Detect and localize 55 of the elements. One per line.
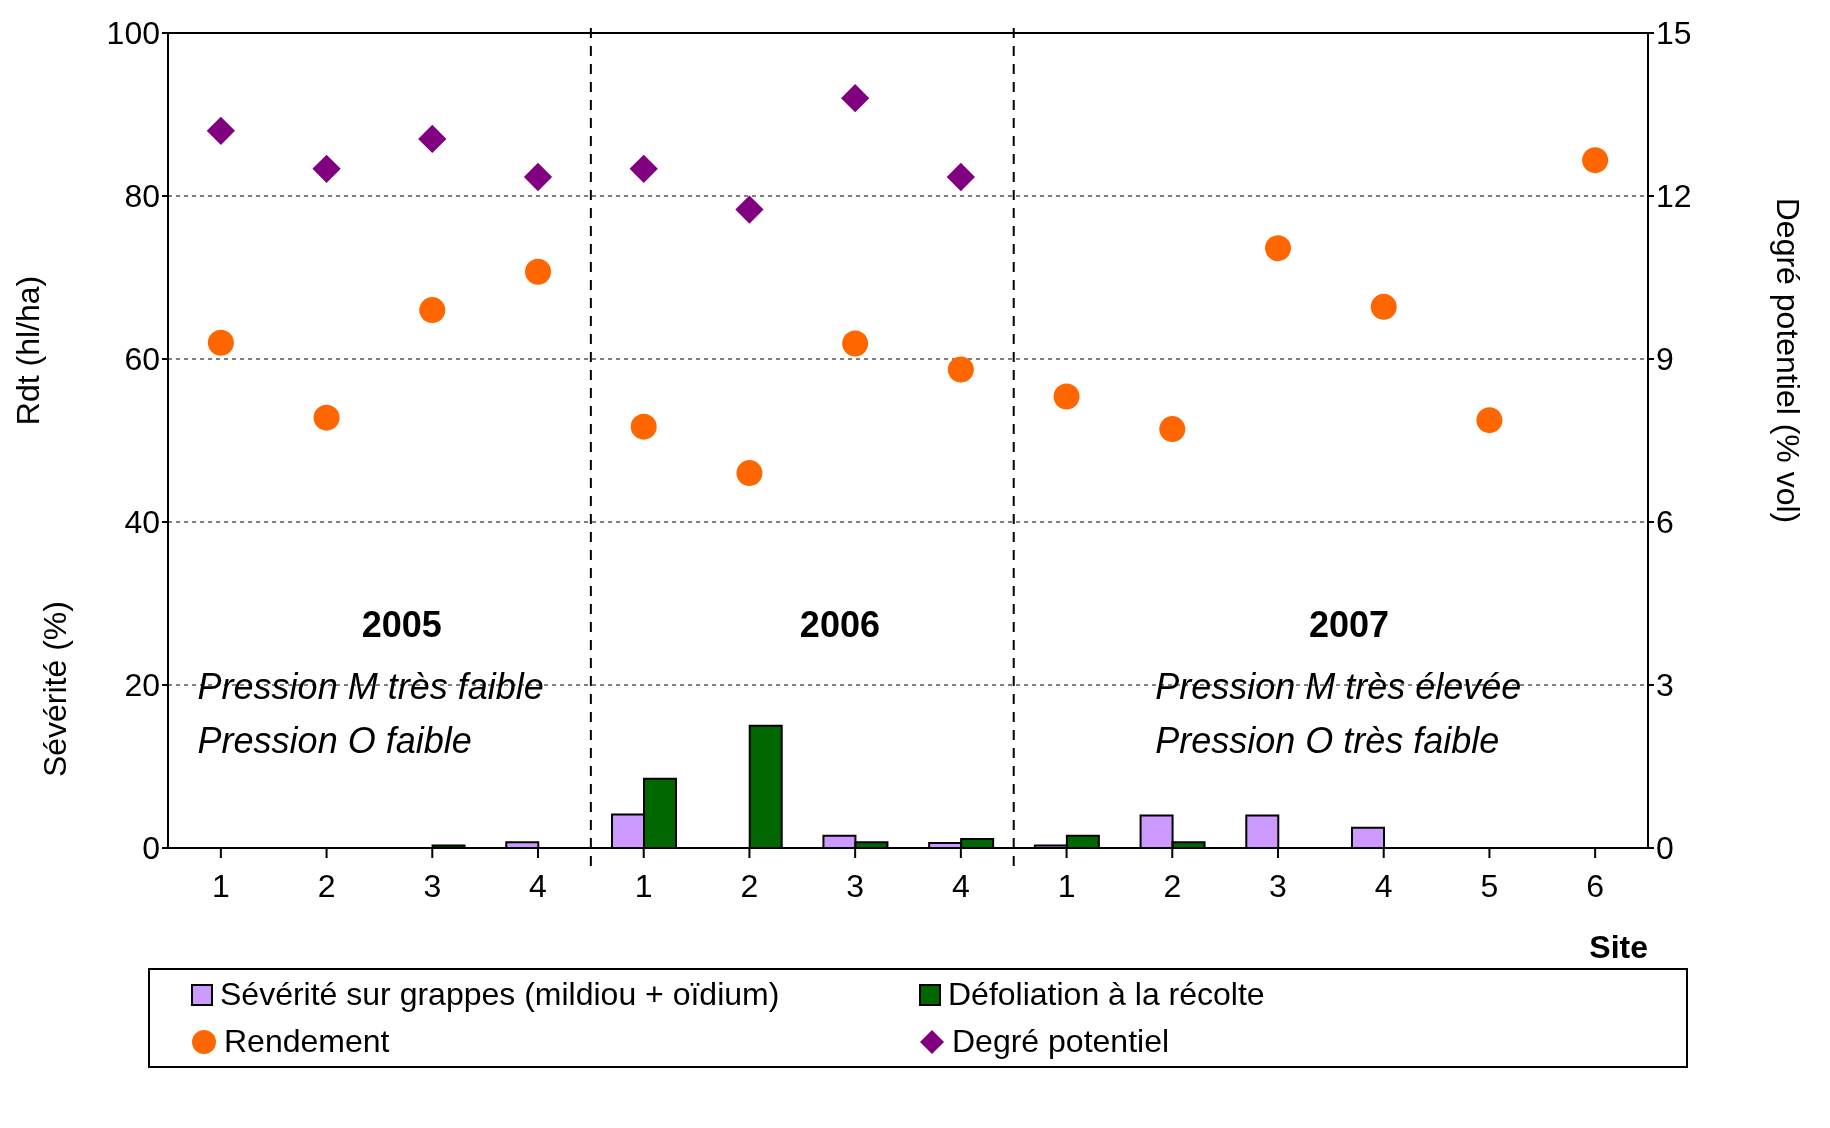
annotation: 2006 [799,604,880,646]
point [736,460,763,487]
point [842,330,869,357]
point [1476,407,1503,434]
x-tick-label: 3 [846,867,865,904]
legend-label: Défoliation à la récolte [948,976,1265,1013]
point [1370,293,1397,320]
x-tick-label: 1 [1057,867,1076,904]
text: Sévérité (%) [37,601,74,778]
y-tick-label: 100 [106,15,160,52]
point [419,297,446,324]
annotation: 2005 [361,604,442,646]
y-tick-label: 80 [124,178,160,215]
x-tick-label: 3 [1269,867,1287,904]
y2-tick-label: 6 [1656,504,1674,541]
x-tick-label: 2 [317,867,336,904]
point [207,329,234,356]
y2-tick-label: 0 [1656,830,1674,867]
annotation: 2007 [1308,604,1390,646]
y-tick-label: 60 [124,341,160,378]
point [1053,383,1080,410]
x-tick-label: 6 [1586,867,1605,904]
y2-tick-label: 3 [1656,667,1674,704]
y2-tick-label: 9 [1656,341,1674,378]
point [1159,416,1186,443]
y2-tick-label: 12 [1656,178,1692,215]
point [1265,235,1291,262]
x-tick-label: 1 [634,867,653,904]
point [947,356,974,383]
annotation: Pression M très élevée [1155,665,1522,707]
x-tick-label: 2 [740,867,759,904]
x-tick-label: 1 [211,867,230,904]
y-tick-label: 0 [142,830,160,867]
legend-label: Rendement [224,1023,390,1060]
x-tick-label: 5 [1480,867,1499,904]
y-tick-label: 40 [124,504,160,541]
legend-label: Sévérité sur grappes (mildiou + oïdium) [220,976,780,1013]
x-tick-label: 3 [423,867,442,904]
y-tick-label: 20 [124,667,160,704]
y-axis-title: Rdt (hl/ha) [10,275,47,426]
x-axis-title: Site [1589,929,1648,965]
x-tick-label: 4 [1374,867,1393,904]
x-tick-label: 4 [529,867,547,904]
annotation: Pression M très faible [197,665,544,707]
annotation: Pression O faible [197,720,472,762]
x-tick-label: 2 [1163,867,1182,904]
x-tick-label: 4 [951,867,970,904]
y2-axis-title: Degré potentiel (% vol) [1769,197,1806,524]
legend-label: Degré potentiel [952,1023,1170,1060]
point [525,258,551,285]
point [630,413,657,440]
point [313,404,340,431]
y2-tick-label: 15 [1656,15,1692,52]
annotation: Pression O très faible [1155,720,1500,762]
point [1582,147,1609,174]
